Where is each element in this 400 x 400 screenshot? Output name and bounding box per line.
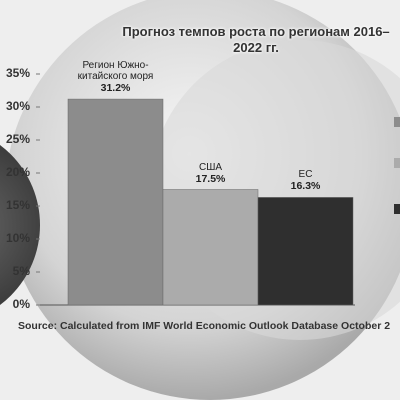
value-label: 17.5% — [195, 172, 226, 185]
dark-globe — [0, 145, 40, 305]
source-note: Source: Calculated from IMF World Econom… — [18, 320, 391, 332]
y-tick-label: 20% — [6, 165, 30, 179]
bar — [67, 98, 164, 306]
category-label: США — [198, 161, 223, 173]
legend-swatch — [394, 117, 400, 127]
y-tick-label: 30% — [6, 99, 30, 113]
y-tick-label: 15% — [6, 198, 30, 212]
y-tick-label: 5% — [13, 264, 31, 278]
y-tick-label: 0% — [13, 297, 31, 311]
y-tick-label: 35% — [6, 66, 30, 80]
bar — [162, 189, 259, 306]
value-label: 16.3% — [290, 180, 321, 193]
bar — [257, 197, 354, 306]
legend-swatch — [394, 204, 400, 214]
value-label: 31.2% — [100, 82, 131, 95]
legend-swatch — [394, 158, 400, 168]
chart-title: Прогноз темпов роста по регионам 2016–20… — [122, 24, 390, 55]
y-tick-label: 25% — [6, 132, 30, 146]
category-label: Регион Южно-китайского моря — [77, 60, 154, 83]
y-tick-label: 10% — [6, 231, 30, 245]
category-label: ЕС — [298, 169, 313, 181]
